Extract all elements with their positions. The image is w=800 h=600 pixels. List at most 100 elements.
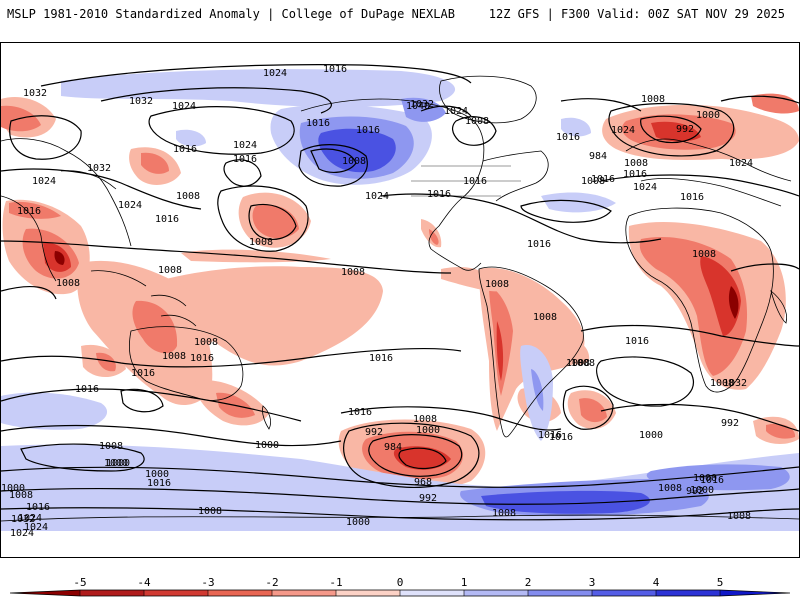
isobar-label: 1000 bbox=[696, 110, 720, 121]
colorbar-segment bbox=[464, 590, 529, 596]
isobar-label: 1000 bbox=[690, 485, 714, 496]
isobar-label: 1008 bbox=[341, 267, 365, 278]
isobar-label: 1016 bbox=[190, 353, 214, 364]
isobar-label: 1000 bbox=[416, 425, 440, 436]
isobar-label: 1024 bbox=[118, 200, 142, 211]
isobar-label: 1016 bbox=[323, 64, 347, 75]
isobar-label: 1016 bbox=[75, 384, 99, 395]
isobar-label: 1016 bbox=[527, 239, 551, 250]
isobar-label: 1016 bbox=[233, 154, 257, 165]
colorbar-max-arrow bbox=[720, 590, 790, 596]
isobar-label: 1008 bbox=[56, 278, 80, 289]
isobar-label: 1040 bbox=[406, 101, 430, 112]
isobar-label: 1008 bbox=[194, 337, 218, 348]
isobar-label: 1016 bbox=[680, 192, 704, 203]
colorbar-segment bbox=[80, 590, 145, 596]
isobar-label: 1024 bbox=[24, 522, 48, 533]
colorbar-tick-label: 3 bbox=[588, 576, 596, 589]
isobar-label: 1016 bbox=[131, 368, 155, 379]
isobar-label: 1024 bbox=[233, 140, 257, 151]
isobar-label: 1008 bbox=[99, 441, 123, 452]
isobar-label: 1008 bbox=[413, 414, 437, 425]
isobar-label: 1024 bbox=[18, 513, 42, 524]
colorbar-segment bbox=[656, 590, 721, 596]
isobar-label: 1024 bbox=[611, 125, 635, 136]
isobar-label: 1016 bbox=[17, 206, 41, 217]
isobar-label: 1000 bbox=[346, 517, 370, 528]
colorbar-tick-label: -3 bbox=[201, 576, 215, 589]
isobar-label: 1024 bbox=[10, 528, 34, 539]
colorbar-segment bbox=[592, 590, 657, 596]
isobar-label: 1032 bbox=[129, 96, 153, 107]
isobar-label: 1024 bbox=[729, 158, 753, 169]
colorbar-segment bbox=[336, 590, 401, 596]
isobar-label: 1000 bbox=[104, 458, 128, 469]
coastlines bbox=[1, 75, 799, 522]
isobar-label: 1032 bbox=[410, 99, 434, 110]
isobar-label: 968 bbox=[414, 477, 432, 488]
isobar-label: 1016 bbox=[348, 407, 372, 418]
colorbar-segment bbox=[528, 590, 593, 596]
isobar-label: 1024 bbox=[32, 176, 56, 187]
isobar-label: 992 bbox=[686, 486, 704, 497]
colorbar-tick-label: 1 bbox=[460, 576, 468, 589]
colorbar-segment bbox=[144, 590, 209, 596]
isobar-label: 1024 bbox=[365, 191, 389, 202]
isobar-label: 1024 bbox=[633, 182, 657, 193]
isobar-label: 1008 bbox=[641, 94, 665, 105]
colorbar-tick-label: -2 bbox=[265, 576, 279, 589]
isobar-label: 1008 bbox=[465, 116, 489, 127]
colorbar-min-arrow bbox=[10, 590, 80, 596]
isobar-label: 1016 bbox=[623, 169, 647, 180]
isobar-label: 1000 bbox=[106, 458, 130, 469]
isobar-label: 1008 bbox=[727, 511, 751, 522]
isobar-label: 1008 bbox=[581, 176, 605, 187]
isobar-label: 1016 bbox=[306, 118, 330, 129]
isobar-label: 1016 bbox=[369, 353, 393, 364]
isobar-label: 1032 bbox=[23, 88, 47, 99]
isobar-label: 992 bbox=[676, 124, 694, 135]
isobar-label: 1008 bbox=[492, 508, 516, 519]
colorbar-tick-label: 5 bbox=[716, 576, 724, 589]
isobar-contours bbox=[1, 64, 799, 521]
colorbar: -5 -4 -3 -2 -1 0 1 2 3 4 5 bbox=[0, 570, 800, 600]
isobar-label: 1008 bbox=[533, 312, 557, 323]
isobar-label: 992 bbox=[365, 427, 383, 438]
isobar-label: 1016 bbox=[625, 336, 649, 347]
colorbar-segment bbox=[272, 590, 337, 596]
isobar-label: 1016 bbox=[700, 475, 724, 486]
isobar-label: 1016 bbox=[356, 125, 380, 136]
isobar-label: 984 bbox=[589, 151, 607, 162]
isobar-label: 1008 bbox=[176, 191, 200, 202]
colorbar-tick-label: -1 bbox=[329, 576, 343, 589]
isobar-label: 1008 bbox=[485, 279, 509, 290]
isobar-label: 1032 bbox=[723, 378, 747, 389]
isobar-label: 1016 bbox=[591, 174, 615, 185]
colorbar-tick-label: -4 bbox=[137, 576, 151, 589]
isobar-label: 1000 bbox=[145, 469, 169, 480]
isobar-label: 1016 bbox=[26, 502, 50, 513]
isobar-label: 1008 bbox=[571, 358, 595, 369]
colorbar-segment bbox=[400, 590, 465, 596]
product-title: MSLP 1981-2010 Standardized Anomaly | Co… bbox=[7, 7, 455, 21]
isobar-label: 1008 bbox=[658, 483, 682, 494]
isobar-label: 1016 bbox=[147, 478, 171, 489]
colorbar-segment bbox=[208, 590, 273, 596]
isobar-label: 1000 bbox=[255, 440, 279, 451]
isobar-label: 1016 bbox=[463, 176, 487, 187]
isobar-label: 1016 bbox=[173, 144, 197, 155]
isobar-label: 1008 bbox=[710, 378, 734, 389]
colorbar-tick-label: -5 bbox=[73, 576, 87, 589]
isobar-label: 1016 bbox=[556, 132, 580, 143]
colorbar-tick-label: 2 bbox=[524, 576, 532, 589]
isobar-label: 1008 bbox=[249, 237, 273, 248]
isobar-label: 1016 bbox=[538, 430, 562, 441]
isobar-label: 1016 bbox=[155, 214, 179, 225]
isobar-label: 1032 bbox=[11, 514, 35, 525]
isobar-label: 1016 bbox=[427, 189, 451, 200]
colorbar-tick-label: 4 bbox=[652, 576, 660, 589]
isobar-label: 1024 bbox=[444, 106, 468, 117]
isobar-label: 992 bbox=[419, 493, 437, 504]
isobar-label: 1008 bbox=[566, 358, 590, 369]
colorbar-gradient bbox=[9, 589, 791, 597]
